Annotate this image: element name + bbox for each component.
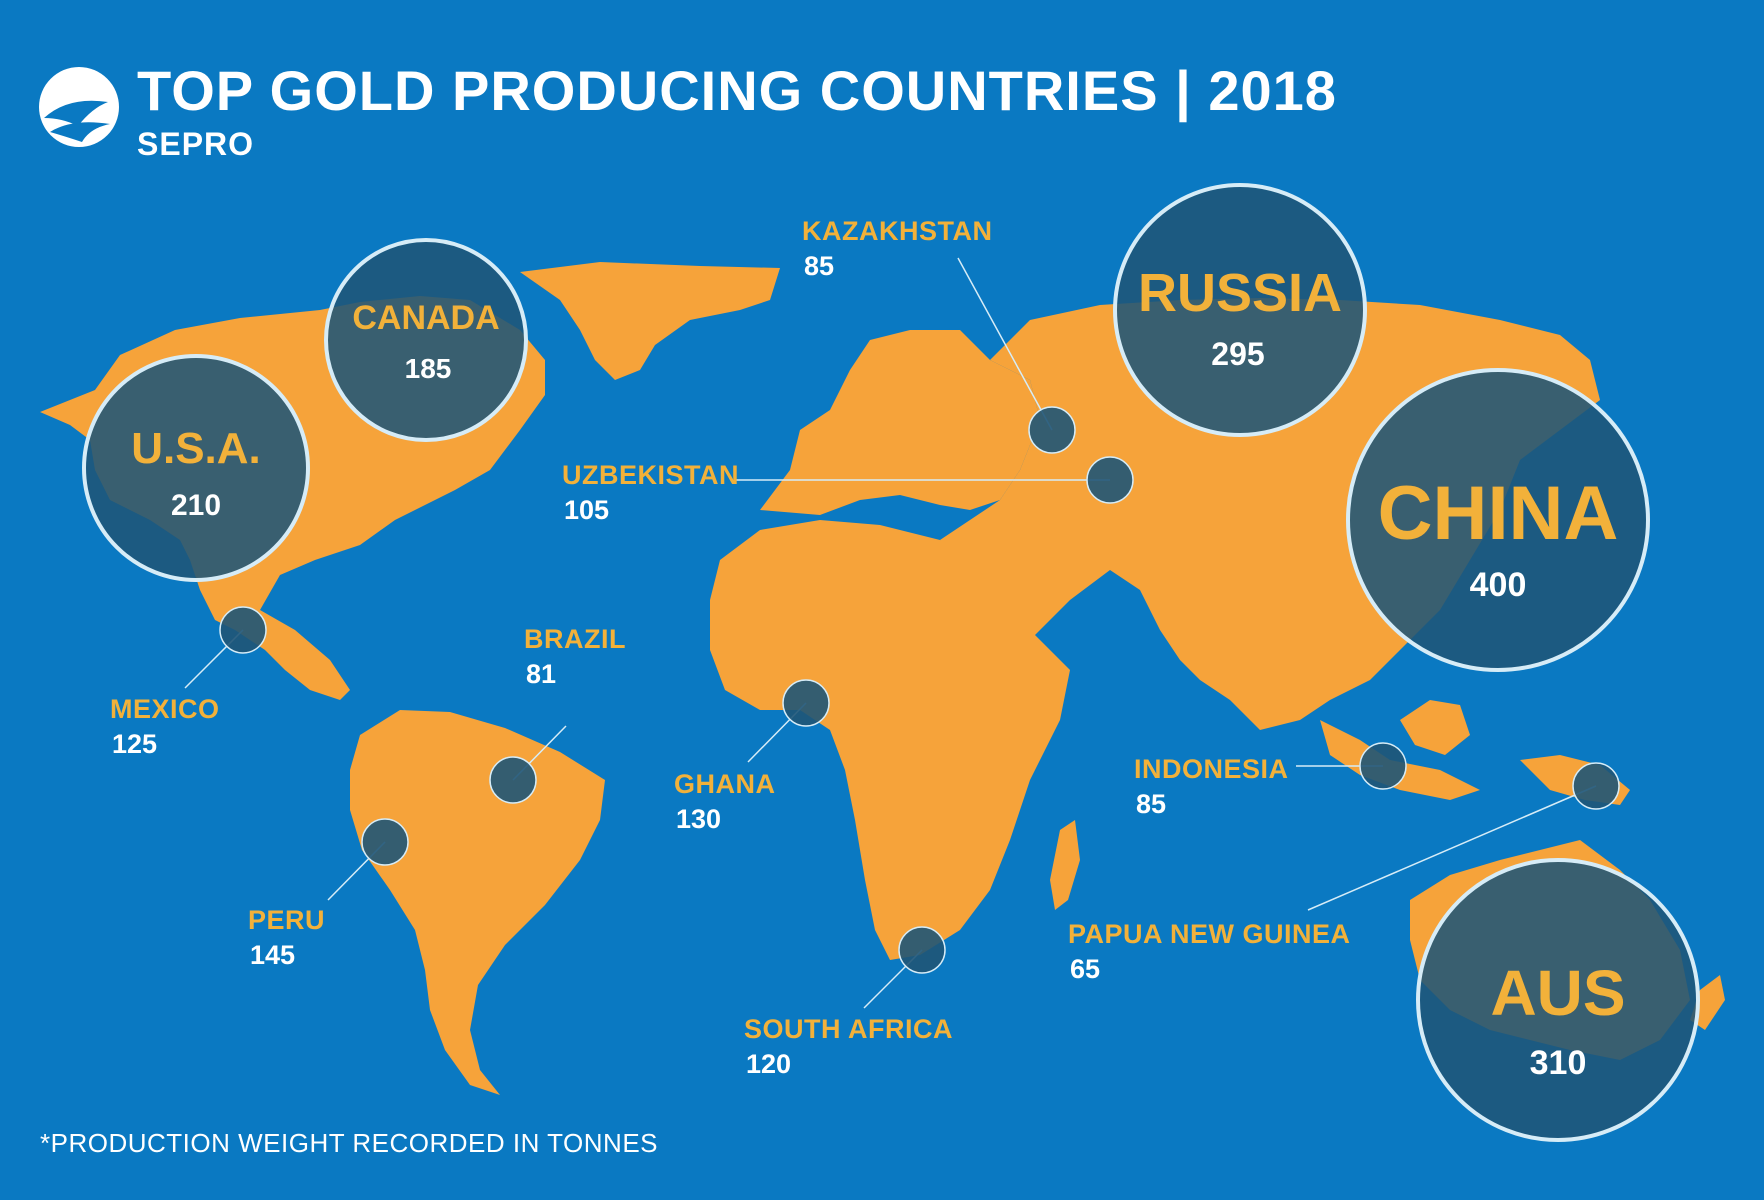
country-value-aus: 310 xyxy=(1529,1044,1587,1082)
indonesia-islands xyxy=(1320,720,1480,800)
page-title: TOP GOLD PRODUCING COUNTRIES | 2018 xyxy=(137,59,1337,122)
connector-line-papua-new-guinea xyxy=(1307,785,1597,911)
country-marker-brazil xyxy=(489,756,537,804)
country-bubble-china xyxy=(1346,368,1650,672)
south-america-landmass xyxy=(350,710,605,1095)
footnote: *PRODUCTION WEIGHT RECORDED IN TONNES xyxy=(40,1128,658,1158)
country-label-russia: RUSSIA xyxy=(1137,263,1343,323)
country-value-russia: 295 xyxy=(1211,336,1265,372)
brand-name: SEPRO xyxy=(137,126,255,162)
country-value-usa: 210 xyxy=(170,489,222,522)
country-marker-ghana xyxy=(782,679,830,727)
country-bubble-canada xyxy=(324,238,528,442)
country-label-indonesia: INDONESIA xyxy=(1134,754,1289,784)
country-marker-kazakhstan xyxy=(1028,406,1076,454)
greenland-landmass xyxy=(520,262,780,380)
country-label-mexico: MEXICO xyxy=(110,694,220,724)
country-bubble-russia xyxy=(1113,183,1367,437)
europe-landmass xyxy=(760,330,1040,515)
country-label-peru: PERU xyxy=(248,905,326,935)
country-marker-mexico xyxy=(219,606,267,654)
country-value-canada: 185 xyxy=(404,353,452,384)
country-value-brazil: 81 xyxy=(526,659,557,689)
country-value-mexico: 125 xyxy=(112,729,158,759)
country-label-uzbekistan: UZBEKISTAN xyxy=(562,460,739,490)
country-marker-papua-new-guinea xyxy=(1572,762,1620,810)
country-bubble-aus xyxy=(1416,858,1700,1142)
country-marker-peru xyxy=(361,818,409,866)
country-label-usa: U.S.A. xyxy=(131,424,261,473)
country-label-kazakhstan: KAZAKHSTAN xyxy=(802,216,993,246)
country-label-papua-new-guinea: PAPUA NEW GUINEA xyxy=(1068,919,1351,949)
africa-landmass xyxy=(710,520,1070,960)
country-marker-uzbekistan xyxy=(1086,456,1134,504)
country-label-ghana: GHANA xyxy=(674,769,776,799)
country-value-indonesia: 85 xyxy=(1136,789,1167,819)
country-label-south-africa: SOUTH AFRICA xyxy=(744,1014,953,1044)
country-bubble-usa xyxy=(82,354,310,582)
country-label-aus: AUS xyxy=(1490,957,1626,1029)
country-marker-south-africa xyxy=(898,926,946,974)
sepro-logo-icon xyxy=(39,67,119,147)
country-value-peru: 145 xyxy=(250,940,296,970)
country-label-brazil: BRAZIL xyxy=(524,624,626,654)
madagascar-landmass xyxy=(1050,820,1080,910)
country-label-china: CHINA xyxy=(1377,471,1619,556)
country-value-south-africa: 120 xyxy=(746,1049,792,1079)
country-value-papua-new-guinea: 65 xyxy=(1070,954,1101,984)
country-value-china: 400 xyxy=(1469,566,1527,604)
country-value-uzbekistan: 105 xyxy=(564,495,610,525)
connector-line-kazakhstan xyxy=(957,257,1053,431)
country-marker-indonesia xyxy=(1359,742,1407,790)
country-label-canada: CANADA xyxy=(352,299,500,337)
country-value-ghana: 130 xyxy=(676,804,722,834)
borneo-landmass xyxy=(1400,700,1470,755)
country-value-kazakhstan: 85 xyxy=(804,251,835,281)
